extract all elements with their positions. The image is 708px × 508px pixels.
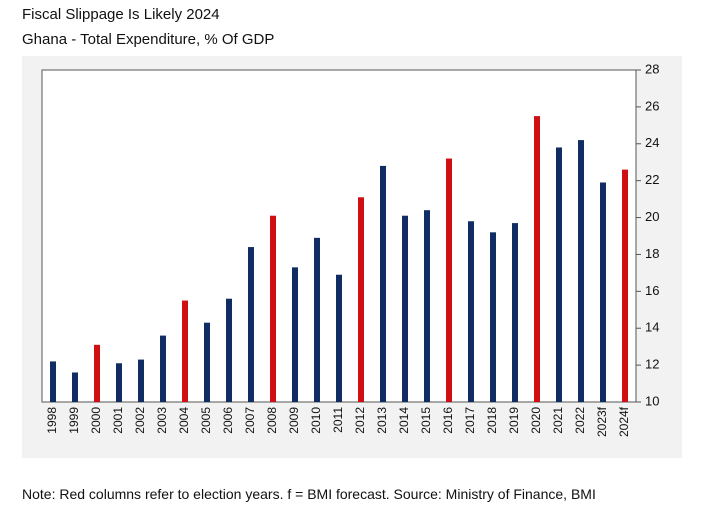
y-tick-label-24: 24 — [645, 135, 659, 150]
y-tick-label-18: 18 — [645, 246, 659, 261]
y-tick-label-28: 28 — [645, 61, 659, 76]
bar-2003 — [160, 335, 166, 402]
bar-2018 — [490, 232, 496, 402]
x-tick-label-2009: 2009 — [287, 407, 301, 434]
x-tick-label-2013: 2013 — [375, 407, 389, 434]
bar-2023f — [600, 182, 606, 402]
bar-2007 — [248, 247, 254, 402]
x-tick-label-2017: 2017 — [463, 407, 477, 434]
bar-2020 — [534, 116, 540, 403]
chart-panel: 10 12 14 16 18 20 22 24 26 28 1998 1999 2000 2001 200… — [22, 56, 682, 458]
bar-2011 — [336, 274, 342, 402]
y-tick-label-16: 16 — [645, 283, 659, 298]
bar-2015 — [424, 210, 430, 402]
x-tick-label-1998: 1998 — [45, 407, 59, 434]
bar-2019 — [512, 223, 518, 402]
bar-2000 — [94, 344, 100, 402]
x-tick-label-1999: 1999 — [67, 407, 81, 434]
bar-2014 — [402, 215, 408, 402]
x-tick-label-2018: 2018 — [485, 407, 499, 434]
y-tick-label-22: 22 — [645, 172, 659, 187]
bar-1999 — [72, 372, 78, 402]
x-tick-label-2003: 2003 — [155, 407, 169, 434]
x-tick-label-2000: 2000 — [89, 407, 103, 434]
x-tick-label-2001: 2001 — [111, 407, 125, 434]
x-tick-label-2007: 2007 — [243, 407, 257, 434]
bar-2006 — [226, 298, 232, 402]
x-tick-label-2021: 2021 — [551, 407, 565, 434]
y-tick-label-14: 14 — [645, 320, 659, 335]
x-tick-label-2010: 2010 — [309, 407, 323, 434]
bar-2010 — [314, 237, 320, 402]
chart-subtitle: Ghana - Total Expenditure, % Of GDP — [22, 31, 275, 48]
x-tick-label-2008: 2008 — [265, 407, 279, 434]
x-tick-label-2020: 2020 — [529, 407, 543, 434]
x-tick-label-2011: 2011 — [331, 407, 345, 433]
bar-2024f — [622, 169, 628, 402]
chart-title: Fiscal Slippage Is Likely 2024 — [22, 6, 220, 23]
bar-2008 — [270, 215, 276, 402]
footnote: Note: Red columns refer to election year… — [22, 486, 596, 502]
x-tick-label-2022: 2022 — [573, 407, 587, 434]
x-tick-label-2006: 2006 — [221, 407, 235, 434]
x-tick-label-2004: 2004 — [177, 407, 191, 434]
bar-2005 — [204, 322, 210, 402]
x-tick-label-2024f: 2024f — [617, 406, 631, 437]
x-tick-label-2015: 2015 — [419, 407, 433, 434]
y-tick-label-20: 20 — [645, 209, 659, 224]
y-tick-label-12: 12 — [645, 357, 659, 372]
bar-2013 — [380, 165, 386, 402]
bar-2009 — [292, 267, 298, 402]
bar-2001 — [116, 363, 122, 402]
bar-2002 — [138, 359, 144, 402]
bar-2012 — [358, 197, 364, 402]
x-tick-label-2014: 2014 — [397, 407, 411, 434]
bar-1998 — [50, 361, 56, 402]
bar-2022 — [578, 140, 584, 402]
x-tick-label-2023f: 2023f — [595, 406, 609, 437]
y-tick-label-10: 10 — [645, 393, 659, 408]
x-tick-label-2016: 2016 — [441, 407, 455, 434]
bar-2017 — [468, 221, 474, 402]
bar-2004 — [182, 300, 188, 402]
x-tick-label-2002: 2002 — [133, 407, 147, 434]
bar-2021 — [556, 147, 562, 402]
y-tick-label-26: 26 — [645, 98, 659, 113]
x-tick-label-2005: 2005 — [199, 407, 213, 434]
x-tick-label-2019: 2019 — [507, 407, 521, 434]
x-tick-label-2012: 2012 — [353, 407, 367, 434]
bar-2016 — [446, 158, 452, 402]
